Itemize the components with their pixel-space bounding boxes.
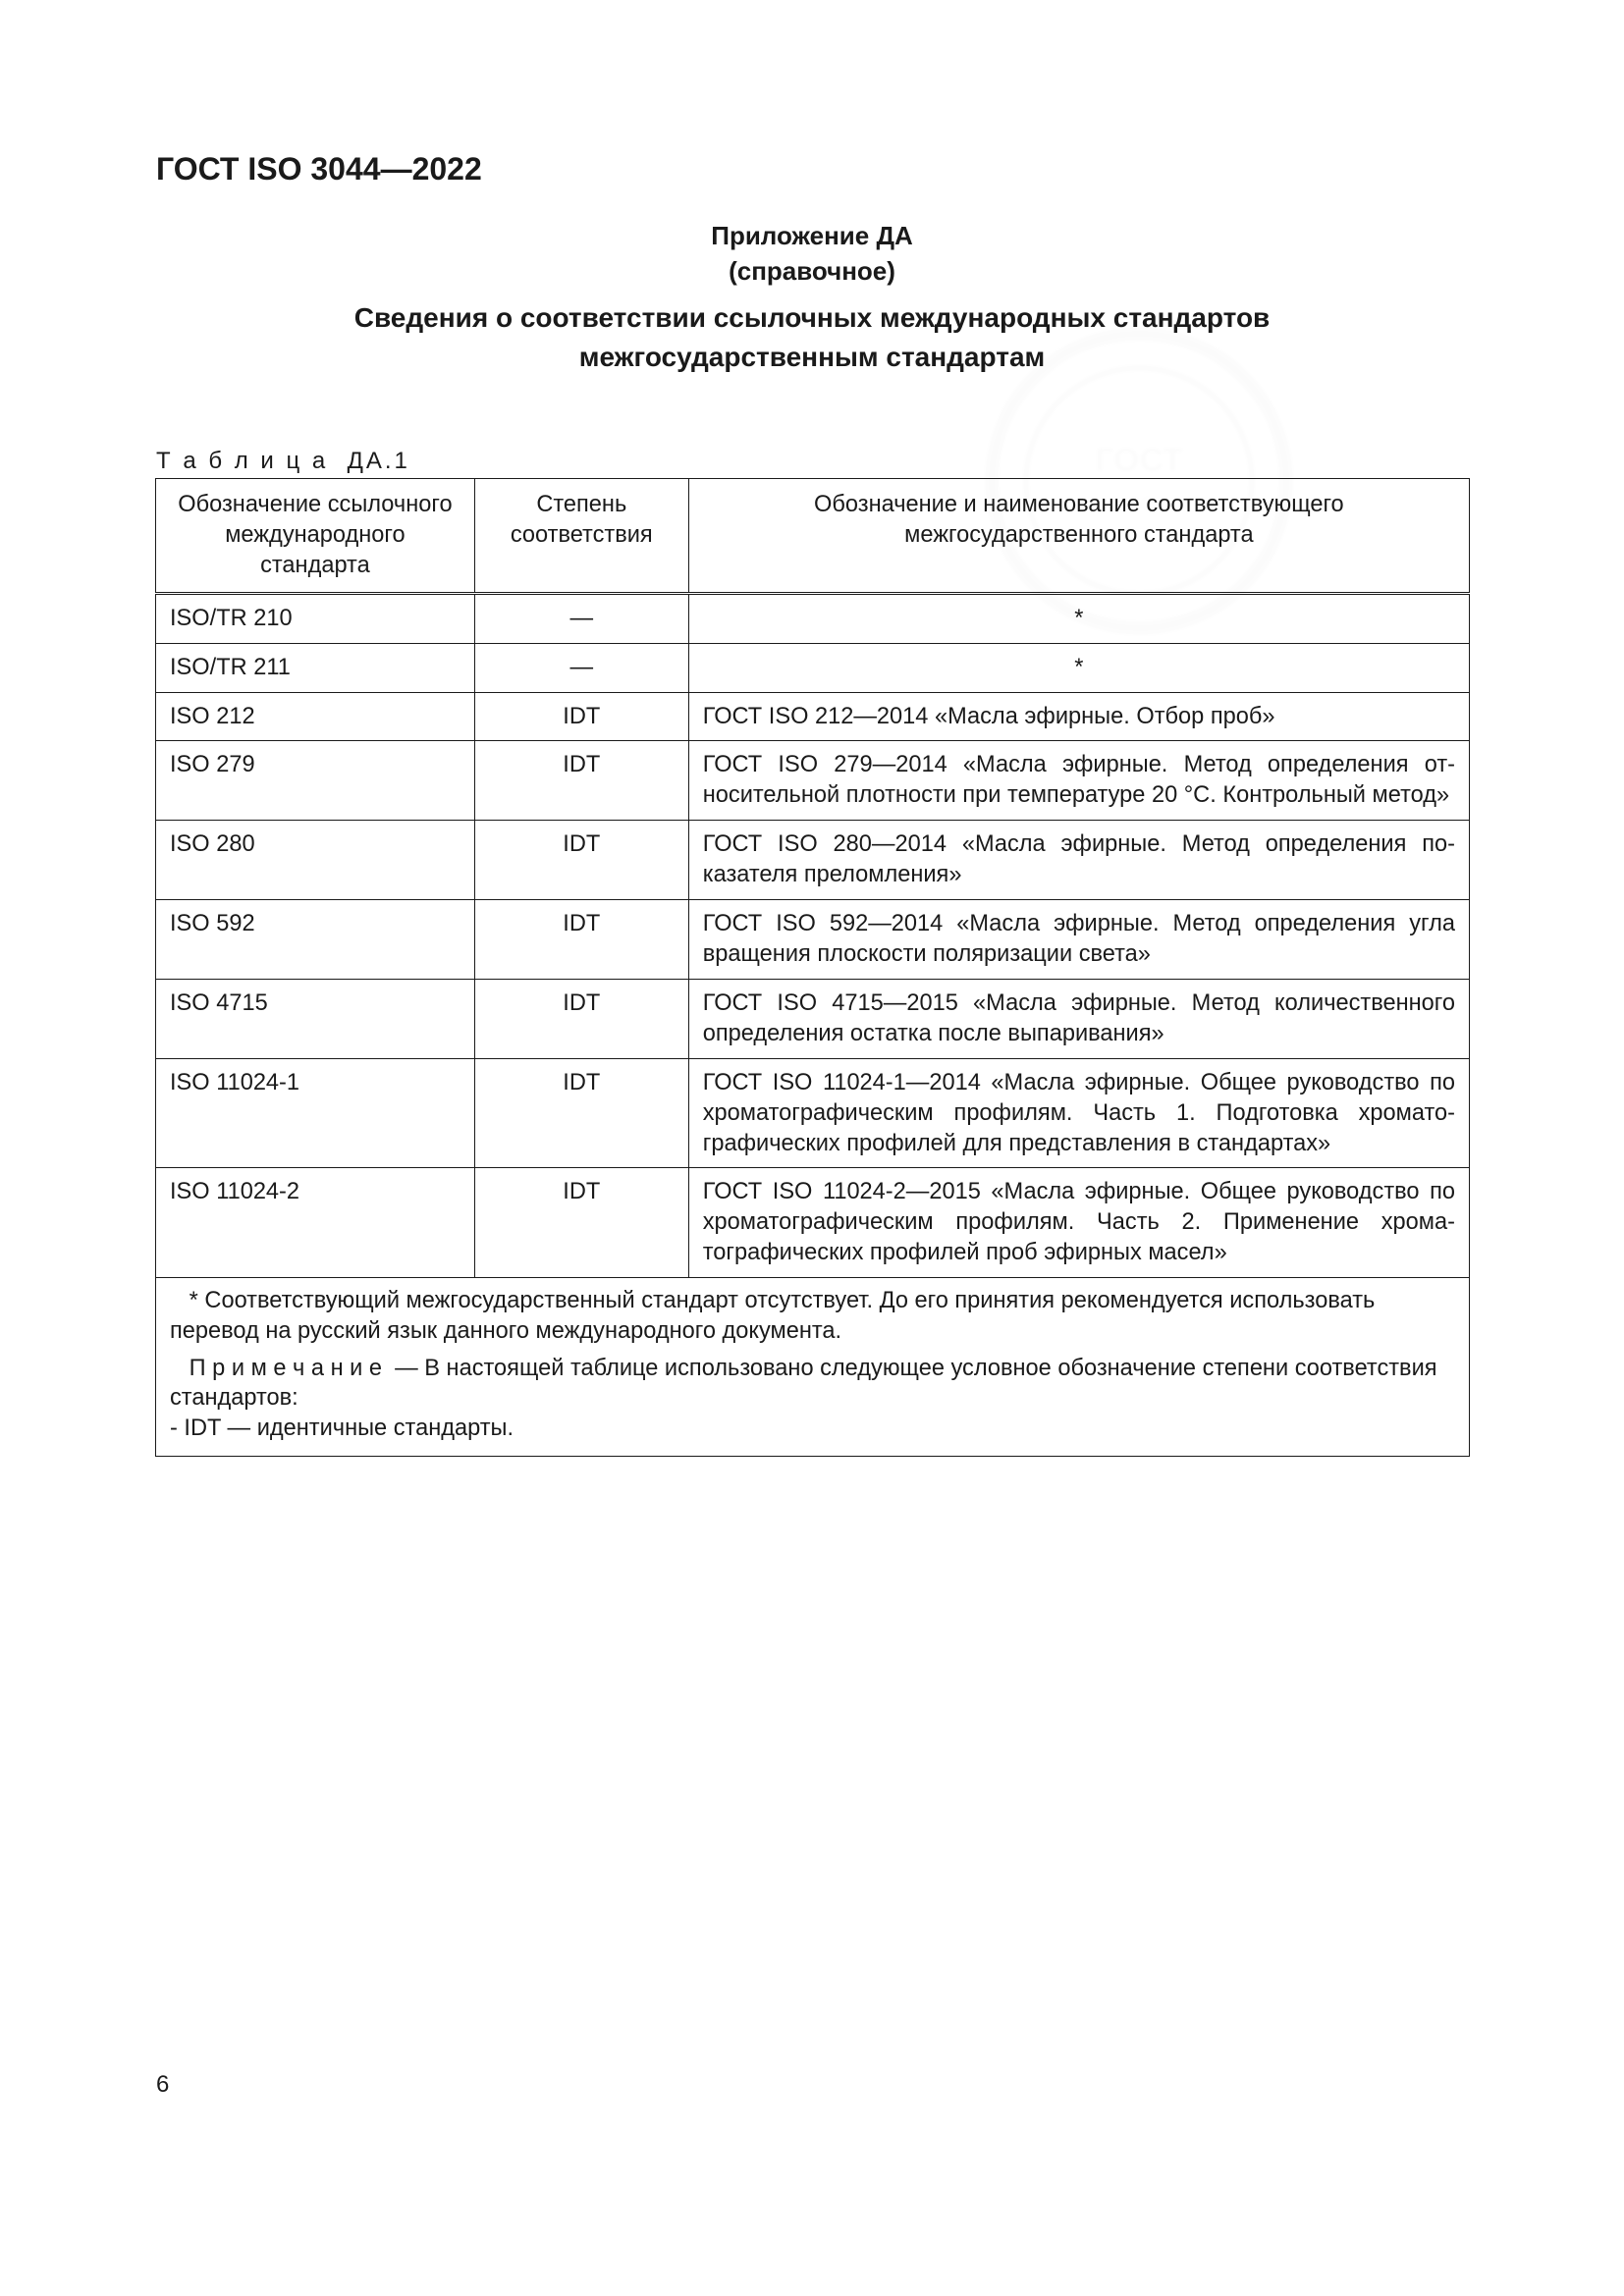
svg-text:ISO: ISO [1122,494,1156,515]
svg-text:ГОСТ: ГОСТ [1095,442,1183,479]
